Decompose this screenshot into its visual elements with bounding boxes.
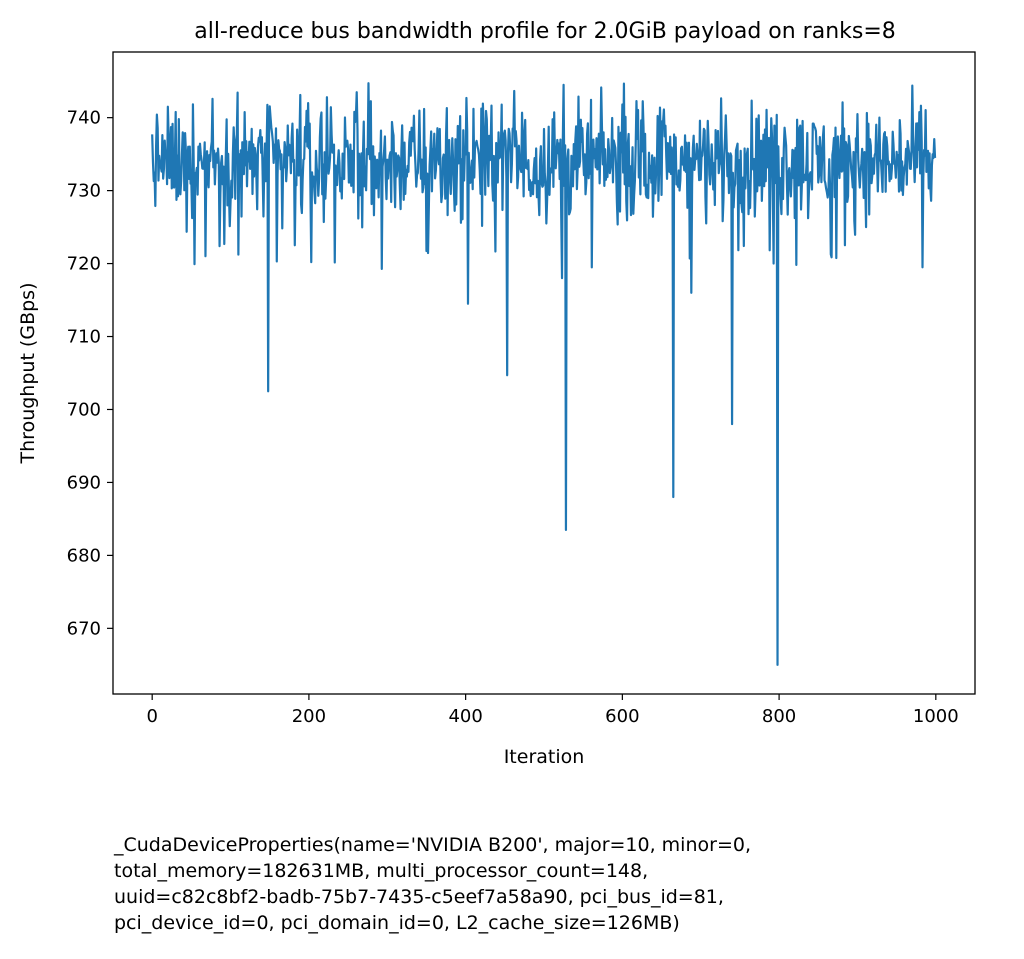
y-tick-label: 710 (67, 327, 101, 348)
x-tick-label: 200 (292, 706, 326, 727)
footnote-line: pci_device_id=0, pci_domain_id=0, L2_cac… (114, 912, 680, 934)
footnote-line: _CudaDeviceProperties(name='NVIDIA B200'… (114, 834, 751, 856)
x-tick-label: 800 (762, 706, 796, 727)
y-tick-label: 700 (67, 399, 101, 420)
series-line (151, 82, 937, 666)
chart-title: all-reduce bus bandwidth profile for 2.0… (194, 19, 896, 44)
x-tick-label: 0 (146, 706, 157, 727)
y-axis-label: Throughput (GBps) (17, 283, 39, 465)
device-properties-footnote: _CudaDeviceProperties(name='NVIDIA B200'… (114, 832, 994, 936)
footnote-line: uuid=c82c8bf2-badb-75b7-7435-c5eef7a58a9… (114, 886, 724, 908)
x-tick-label: 1000 (913, 706, 959, 727)
x-tick-label: 600 (605, 706, 639, 727)
y-axis: 670 680 690 700 710 720 730 740 (67, 108, 113, 639)
chart: all-reduce bus bandwidth profile for 2.0… (17, 19, 976, 768)
x-axis: 0 200 400 600 800 1000 (146, 694, 959, 727)
plot-area (151, 82, 937, 666)
footnote-line: total_memory=182631MB, multi_processor_c… (114, 860, 649, 882)
y-tick-label: 690 (67, 472, 101, 493)
x-axis-label: Iteration (504, 746, 585, 768)
y-tick-label: 720 (67, 254, 101, 275)
y-tick-label: 670 (67, 618, 101, 639)
axes-frame (112, 51, 976, 695)
y-tick-label: 680 (67, 545, 101, 566)
y-tick-label: 730 (67, 181, 101, 202)
y-tick-label: 740 (67, 108, 101, 129)
x-tick-label: 400 (448, 706, 482, 727)
